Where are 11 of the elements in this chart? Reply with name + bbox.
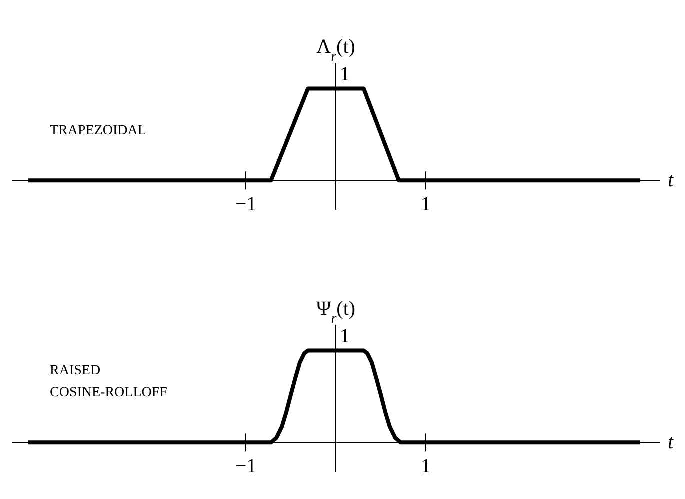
x-tick-label: −1 (235, 456, 257, 478)
x-axis-title: t (668, 432, 674, 454)
annotation: COSINE-ROLLOFF (50, 386, 168, 401)
annotation: 1 (340, 326, 350, 348)
annotation: 1 (340, 64, 350, 86)
annotation: TRAPEZOIDAL (50, 124, 146, 139)
y-axis-title: Λ$_{r}$(t) (316, 36, 356, 64)
x-tick-label: −1 (235, 194, 257, 216)
annotation: RAISED (50, 364, 101, 379)
x-axis-title: t (668, 170, 674, 192)
y-axis-title: Ψ$_{r}$(t) (316, 298, 356, 326)
